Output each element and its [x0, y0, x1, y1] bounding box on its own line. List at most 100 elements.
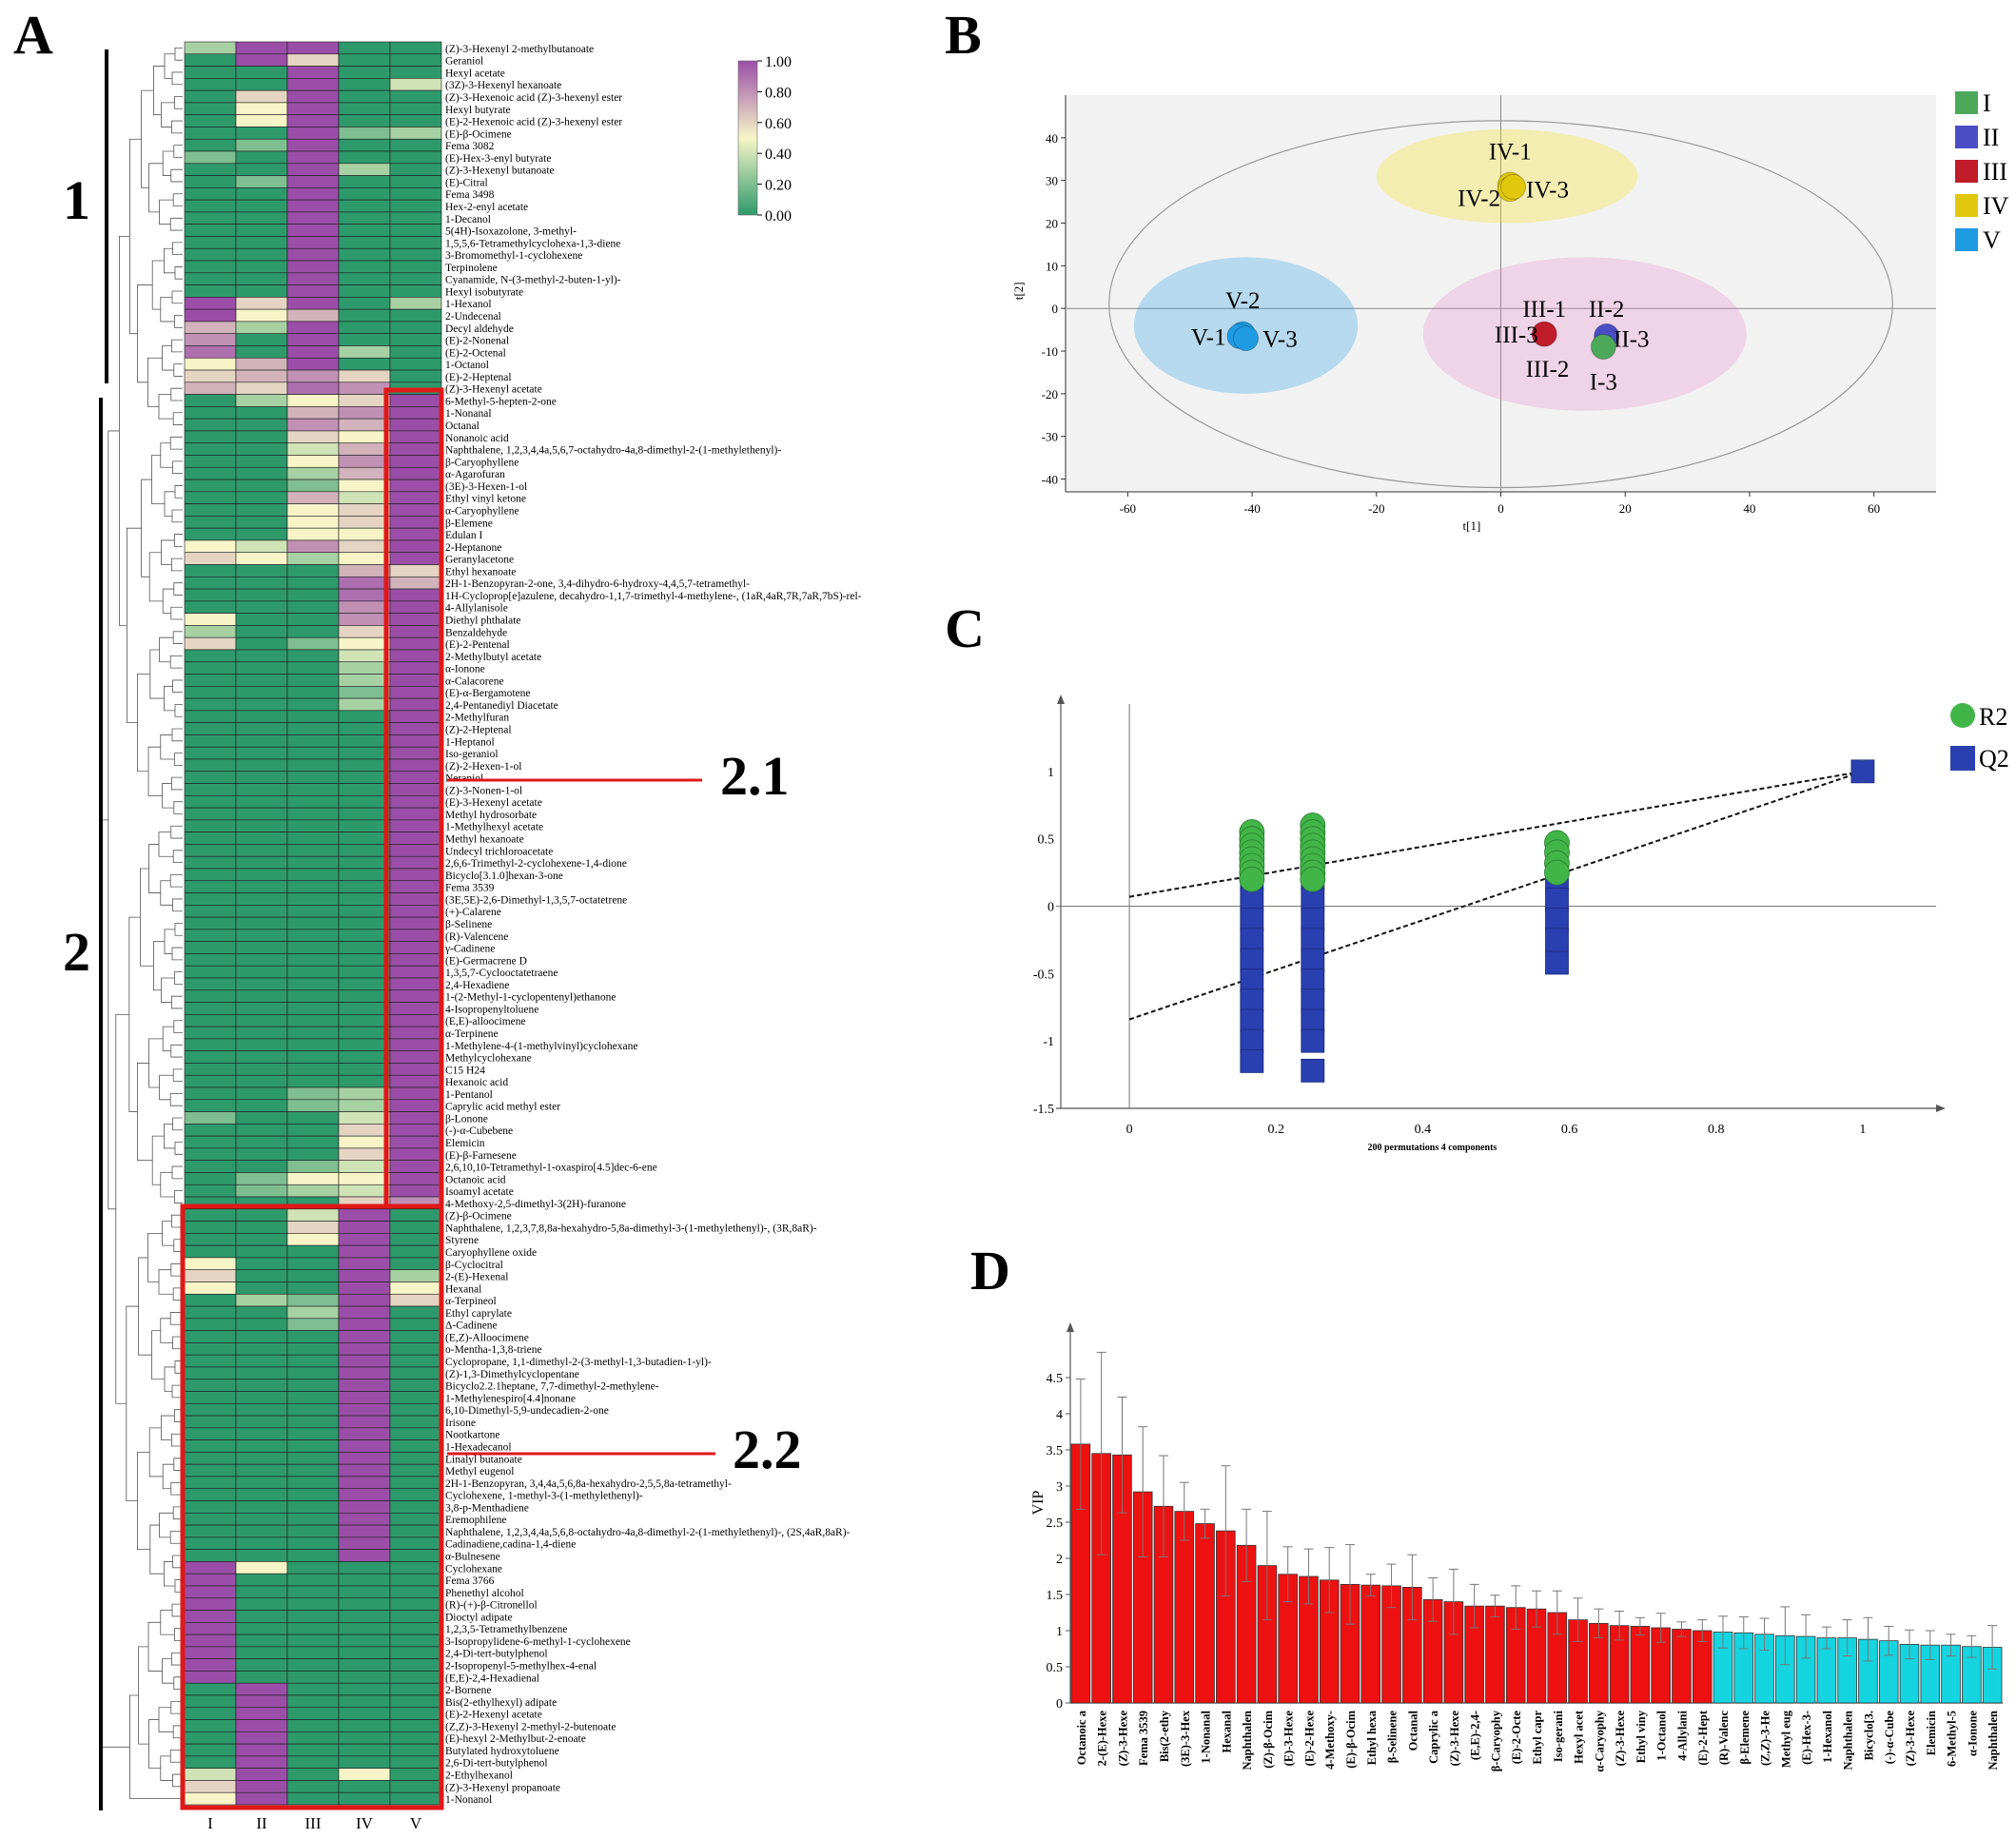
- heatmap-row-label: Naphthalene, 1,2,3,4,4a,5,6,8-octahydro-…: [445, 1527, 851, 1538]
- q2-point: [1301, 928, 1325, 952]
- heatmap-cell: [389, 1755, 442, 1769]
- dendrogram-branch: [119, 236, 130, 626]
- heatmap-cell: [184, 1549, 237, 1562]
- heatmap-cell: [286, 552, 340, 565]
- dendrogram-branch: [138, 1646, 149, 1745]
- heatmap-cell: [286, 1452, 340, 1465]
- heatmap-cell: [184, 418, 237, 432]
- y-axis-arrow: [1067, 1322, 1074, 1332]
- heatmap-cell: [338, 187, 391, 201]
- heatmap-cell: [235, 1354, 288, 1368]
- heatmap-cell: [184, 989, 237, 1003]
- heatmap-cell: [184, 1476, 237, 1490]
- heatmap-row-label: Hexyl acetate: [445, 68, 505, 79]
- heatmap-row-label: (Z)-2-Heptenal: [445, 725, 512, 736]
- heatmap-cell: [235, 844, 288, 857]
- heatmap-cell: [286, 127, 340, 140]
- heatmap-cell: [235, 102, 288, 115]
- heatmap-cell: [286, 1488, 340, 1501]
- heatmap-row-label: Geraniol: [445, 56, 483, 68]
- heatmap-cell: [389, 236, 442, 249]
- heatmap-cell: [235, 1184, 288, 1198]
- heatmap-cell: [286, 1160, 340, 1173]
- q2-point: [1301, 968, 1325, 992]
- heatmap-cell: [184, 236, 237, 249]
- heatmap-row-label: Naphthalene, 1,2,3,7,8,8a-hexahydro-5,8a…: [445, 1223, 817, 1234]
- heatmap-cell: [286, 831, 340, 845]
- dendrogram-branch: [129, 1694, 183, 1800]
- dendrogram-branch: [164, 53, 175, 79]
- heatmap-cell: [389, 1233, 442, 1246]
- heatmap-cell: [389, 1743, 442, 1757]
- heatmap-cell: [338, 1342, 391, 1356]
- heatmap-row-label: Methyl hexanoate: [445, 834, 524, 846]
- heatmap-cell: [286, 1415, 340, 1429]
- heatmap-row-label: α-Ionone: [445, 664, 485, 675]
- heatmap-cell: [235, 357, 288, 371]
- colorbar-rect: [737, 60, 758, 216]
- heatmap-cell: [286, 1330, 340, 1343]
- heatmap-row-label: 3-Isopropylidene-6-methyl-1-cyclohexene: [445, 1636, 631, 1648]
- heatmap-row-label: α-Terpineol: [445, 1296, 497, 1307]
- q2-point: [1301, 1028, 1325, 1053]
- heatmap-cell: [184, 1184, 237, 1198]
- dendrogram-branch: [153, 941, 165, 991]
- heatmap-cell: [184, 1354, 237, 1368]
- heatmap-cell: [286, 527, 340, 541]
- heatmap-cell: [184, 503, 237, 517]
- heatmap-row-label: Eremophilene: [445, 1515, 507, 1526]
- heatmap-cell: [389, 661, 442, 675]
- q2-point: [1240, 1028, 1264, 1053]
- vip-bar-panel: 4.5 4 3.5 3 2.5 2 1.5 1 0.5 0 VIP Octanoic a 2-(E)-H…: [1030, 1322, 2003, 1772]
- x-tick-label: 40: [1743, 501, 1755, 516]
- heatmap-cell: [286, 345, 340, 359]
- heatmap-row-label: (Z)-3-Hexenyl propanoate: [445, 1782, 560, 1793]
- heatmap-cell: [235, 1135, 288, 1149]
- heatmap-cell: [389, 941, 442, 954]
- heatmap-row-label: 2,4-Pentanediyl Diacetate: [445, 700, 558, 712]
- heatmap-row-label: β-Lonone: [445, 1113, 488, 1125]
- heatmap-cell: [235, 1318, 288, 1331]
- heatmap-cell: [184, 539, 237, 554]
- heatmap-row-label: 2,4-Hexadiene: [445, 980, 509, 991]
- q2-point: [1301, 908, 1325, 932]
- dendrogram-branch: [151, 1135, 165, 1185]
- heatmap-cell: [184, 1160, 237, 1173]
- dendrogram-branch: [162, 783, 174, 809]
- score-point-label: IV-1: [1489, 139, 1532, 165]
- dendrogram-branch: [170, 168, 183, 183]
- heatmap-cell: [389, 905, 442, 918]
- heatmap-row-label: (E)-β-Ocimene: [445, 128, 512, 140]
- dendrogram-branch: [171, 71, 183, 86]
- heatmap-cell: [389, 686, 442, 699]
- heatmap-cell: [235, 1427, 288, 1440]
- heatmap-row-label: 4-Allylanisole: [445, 603, 508, 615]
- heatmap-cell: [286, 1257, 340, 1271]
- heatmap-cell: [338, 1172, 391, 1185]
- heatmap-cell: [235, 783, 288, 796]
- vip-category-label: (E)-2-Hept: [1696, 1710, 1710, 1765]
- heatmap-cell: [338, 953, 391, 967]
- dendrogram-branch: [174, 96, 183, 109]
- dendrogram-branch: [172, 412, 183, 425]
- heatmap-cell: [286, 1014, 340, 1027]
- heatmap-cell: [338, 1500, 391, 1514]
- heatmap-cell: [286, 1536, 340, 1550]
- dendrogram-branch: [174, 485, 183, 499]
- heatmap-cell: [338, 1281, 391, 1295]
- heatmap-cell: [235, 674, 288, 687]
- heatmap-cell: [184, 697, 237, 712]
- vip-category-label: α-Ionone: [1966, 1711, 1979, 1756]
- dendrogram-branch: [147, 357, 163, 407]
- heatmap-cell: [184, 1257, 237, 1271]
- heatmap-cell: [389, 649, 442, 663]
- heatmap-row-label: 2,4-Di-tert-butylphenol: [445, 1649, 548, 1660]
- dendrogram-branch: [171, 509, 183, 523]
- heatmap-cell: [184, 771, 237, 784]
- heatmap-cell: [338, 1379, 391, 1392]
- heatmap-cell: [389, 41, 442, 55]
- heatmap-cell: [389, 1269, 442, 1282]
- heatmap-row-label: Hexyl isobutyrate: [445, 286, 523, 298]
- heatmap-cell: [286, 880, 340, 893]
- heatmap-row-label: Hexanal: [445, 1283, 481, 1295]
